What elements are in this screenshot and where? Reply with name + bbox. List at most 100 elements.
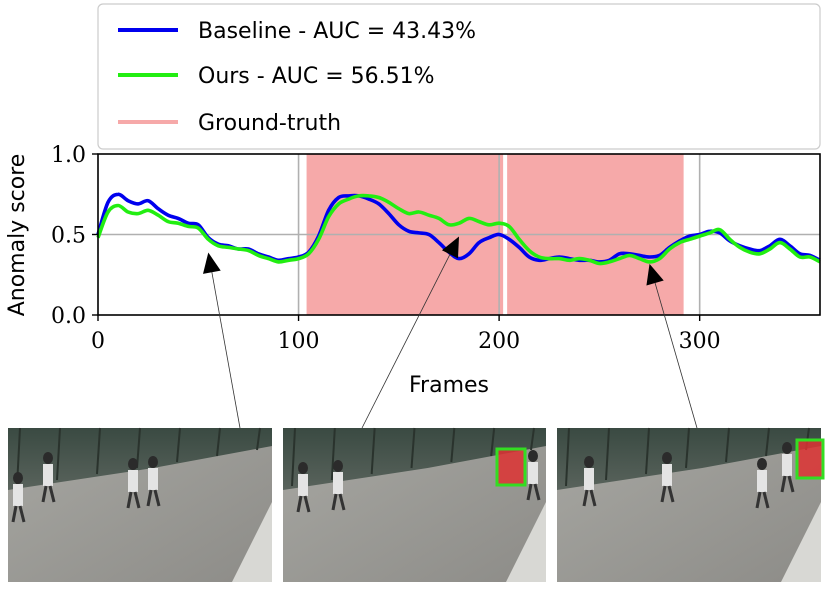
thumbnail-person-leg	[787, 475, 795, 493]
thumbnail-pillar	[530, 427, 535, 451]
thumbnail-person-leg	[526, 483, 533, 501]
annotation-arrow-line-0	[211, 272, 241, 429]
thumbnail-person-leg	[762, 491, 770, 509]
thumbnail-person-body	[662, 464, 672, 486]
y-axis-label: Anomaly score	[5, 154, 30, 317]
thumbnail-lawn	[232, 502, 272, 582]
legend-box	[97, 3, 821, 150]
legend-label-baseline: Baseline - AUC = 43.43%	[198, 19, 476, 44]
anomaly-highlight	[497, 449, 525, 485]
y-tick-label-2: 1.0	[51, 143, 86, 168]
thumbnail-lawn	[781, 502, 821, 582]
thumbnail-0	[8, 427, 272, 582]
thumbnail-pillar	[450, 427, 456, 463]
y-tick-label-0: 0.0	[51, 304, 86, 329]
thumbnail-person-leg	[296, 495, 303, 513]
thumbnail-person-leg	[303, 495, 311, 513]
thumbnail-pillar	[645, 427, 650, 475]
thumbnail-pillar	[410, 427, 416, 469]
thumbnail-person-body	[13, 484, 23, 506]
x-axis-label: Frames	[409, 373, 489, 398]
plot-area: 0 100 200 300 0.0 0.5 1.0	[51, 143, 821, 354]
thumbnail-pillar	[291, 427, 296, 487]
anomaly-bounding-box	[495, 447, 527, 487]
thumbnail-person-body	[43, 464, 53, 486]
annotation-arrow-head-2	[646, 263, 664, 286]
thumbnail-building	[8, 428, 272, 490]
annotation-arrow-head-1	[441, 236, 459, 259]
ours-line	[96, 193, 821, 266]
thumbnail-lawn	[506, 502, 546, 582]
thumbnail-person-leg	[48, 485, 56, 503]
thumbnail-person-head	[43, 452, 53, 464]
anomaly-bounding-box	[795, 438, 825, 480]
thumbnail-pillar	[490, 427, 496, 457]
legend-label-ground-truth: Ground-truth	[198, 111, 341, 136]
thumbnail-person-head	[148, 456, 158, 468]
thumbnail-1	[283, 427, 546, 582]
thumbnail-person-leg	[589, 489, 597, 507]
thumbnail-person-leg	[153, 489, 161, 507]
thumbnail-person-leg	[667, 485, 675, 503]
thumbnail-person-body	[298, 474, 308, 496]
thumbnail-person-body	[528, 462, 538, 484]
thumbnail-person-head	[528, 450, 538, 462]
thumbnail-person-leg	[11, 505, 18, 523]
series-lines	[96, 192, 821, 266]
legend: Baseline - AUC = 43.43% Ours - AUC = 56.…	[97, 3, 821, 150]
thumbnail-pillar	[685, 427, 690, 469]
thumbnail-pillar	[370, 427, 376, 475]
thumbnail-person-leg	[780, 475, 787, 493]
annotation-arrow-line-2	[654, 282, 698, 429]
thumbnail-person-leg	[146, 489, 153, 507]
x-tick-labels: 0 100 200 300	[91, 315, 721, 354]
legend-label-ours: Ours - AUC = 56.51%	[198, 64, 435, 89]
thumbnail-pillar	[56, 427, 61, 481]
thumbnail-person-leg	[582, 489, 589, 507]
x-tick-label-2: 200	[478, 329, 520, 354]
thumbnail-person-head	[757, 458, 767, 470]
thumbnail-pillar	[216, 427, 221, 457]
thumbnail-2	[557, 427, 825, 582]
thumbnail-building	[283, 428, 546, 490]
y-tick-labels: 0.0 0.5 1.0	[51, 143, 98, 329]
thumbnail-pillar	[725, 427, 730, 463]
annotation-arrow-head-0	[203, 252, 221, 274]
video-frame-thumbnails	[8, 427, 825, 582]
thumbnail-person-head	[584, 456, 594, 468]
thumbnail-pillar	[765, 427, 770, 457]
thumbnail-person-head	[333, 460, 343, 472]
thumbnail-person-leg	[41, 485, 48, 503]
thumbnail-pillar	[256, 427, 261, 451]
thumbnail-pillar	[330, 427, 336, 481]
thumbnail-person-leg	[133, 491, 141, 509]
y-tick-label-1: 0.5	[51, 224, 86, 249]
thumbnail-person-leg	[755, 491, 762, 509]
x-tick-label-1: 100	[278, 329, 320, 354]
thumbnail-person-head	[128, 458, 138, 470]
thumbnail-person-body	[148, 468, 158, 490]
thumbnail-person-leg	[331, 493, 338, 511]
x-tick-label-0: 0	[91, 329, 105, 354]
thumbnail-building	[557, 428, 821, 490]
thumbnail-person-head	[782, 442, 792, 454]
x-tick-label-3: 300	[679, 329, 721, 354]
thumbnail-person-head	[662, 452, 672, 464]
thumbnail-person-leg	[660, 485, 667, 503]
thumbnail-pillar	[96, 427, 101, 475]
thumbnail-person-body	[333, 472, 343, 494]
thumbnail-person-leg	[126, 491, 133, 509]
thumbnail-person-body	[757, 470, 767, 492]
thumbnail-person-head	[298, 462, 308, 474]
annotation-arrow-line-1	[361, 254, 451, 429]
thumbnail-person-leg	[18, 505, 26, 523]
annotation-arrows	[203, 236, 698, 429]
thumbnail-person-body	[782, 454, 792, 476]
thumbnail-pillar	[565, 427, 570, 487]
thumbnail-pillar	[176, 427, 181, 463]
thumbnail-person-body	[128, 470, 138, 492]
thumbnail-pillar	[136, 427, 141, 469]
thumbnail-person-body	[584, 468, 594, 490]
thumbnail-pillar	[605, 427, 610, 481]
